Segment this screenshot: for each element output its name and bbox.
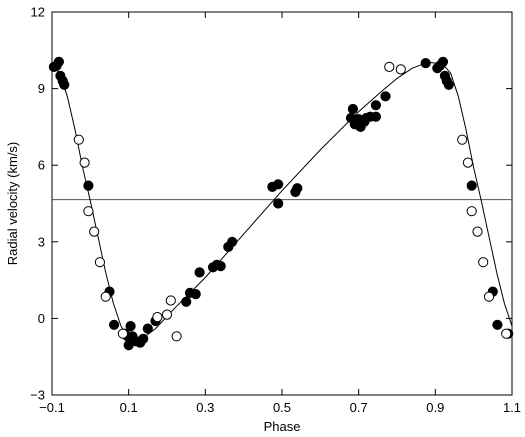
data-point-open xyxy=(89,226,100,237)
data-point-filled xyxy=(227,236,238,247)
data-point-open xyxy=(161,309,173,320)
data-point-open xyxy=(462,157,473,168)
data-point-open xyxy=(117,328,129,339)
data-point-filled xyxy=(380,91,391,102)
data-point-open xyxy=(79,157,90,168)
x-tick-label: 0.5 xyxy=(273,400,291,415)
data-point-open xyxy=(165,295,176,306)
data-point-filled xyxy=(194,267,205,278)
data-point-filled xyxy=(492,319,503,330)
data-point-filled xyxy=(347,103,358,115)
fit-curve xyxy=(51,62,513,341)
data-point-open xyxy=(466,206,477,217)
x-tick-label: 0.9 xyxy=(426,400,444,415)
data-point-open xyxy=(478,257,489,268)
data-point-filled xyxy=(466,180,477,191)
data-point-open xyxy=(457,134,468,145)
data-point-filled xyxy=(125,321,136,332)
x-tick-label: 0.7 xyxy=(350,400,368,415)
data-point-filled xyxy=(370,100,381,111)
x-tick-label: 0.1 xyxy=(120,400,138,415)
data-point-filled xyxy=(53,56,65,67)
axis-ticks xyxy=(51,11,513,396)
y-tick-label: 12 xyxy=(31,5,45,20)
data-point-open xyxy=(171,331,182,342)
data-point-filled xyxy=(83,180,94,191)
data-point-open xyxy=(73,134,84,145)
data-point-open xyxy=(94,257,106,268)
y-tick-label: 6 xyxy=(38,158,45,173)
tick-labels: −0.1 0.1 0.3 0.5 0.7 0.9 1.1 −3 0 3 6 9 12 xyxy=(30,5,521,416)
data-point-filled xyxy=(181,296,192,307)
data-point-open xyxy=(501,328,512,339)
data-point-filled xyxy=(420,58,431,69)
data-point-filled xyxy=(292,183,303,194)
data-point-filled xyxy=(443,79,454,90)
data-point-filled xyxy=(273,198,284,209)
data-point-filled xyxy=(59,79,70,90)
y-tick-label: 3 xyxy=(38,234,45,249)
data-point-filled xyxy=(109,319,120,330)
data-point-open xyxy=(395,64,406,75)
y-axis-label: Radial velocity (km/s) xyxy=(5,142,20,266)
data-point-open xyxy=(100,291,111,302)
data-point-filled xyxy=(138,333,149,344)
x-tick-label: 1.1 xyxy=(503,400,521,415)
data-point-filled xyxy=(190,289,201,300)
data-point-filled xyxy=(215,261,226,272)
data-point-open xyxy=(472,226,483,237)
plot-area xyxy=(48,11,514,396)
x-tick-label: −0.1 xyxy=(39,400,65,415)
data-point-open xyxy=(152,312,163,323)
y-tick-label: 0 xyxy=(38,311,45,326)
x-axis-label: Phase xyxy=(264,419,301,434)
data-point-open xyxy=(483,291,495,302)
data-point-open xyxy=(384,61,395,73)
data-point-filled xyxy=(273,179,284,190)
data-point-filled xyxy=(370,111,381,122)
y-tick-label: 9 xyxy=(38,81,45,96)
x-tick-label: 0.3 xyxy=(196,400,214,415)
y-tick-label: −3 xyxy=(30,388,45,403)
data-point-filled xyxy=(142,323,153,334)
data-point-filled xyxy=(437,56,449,67)
data-point-open xyxy=(83,206,94,217)
